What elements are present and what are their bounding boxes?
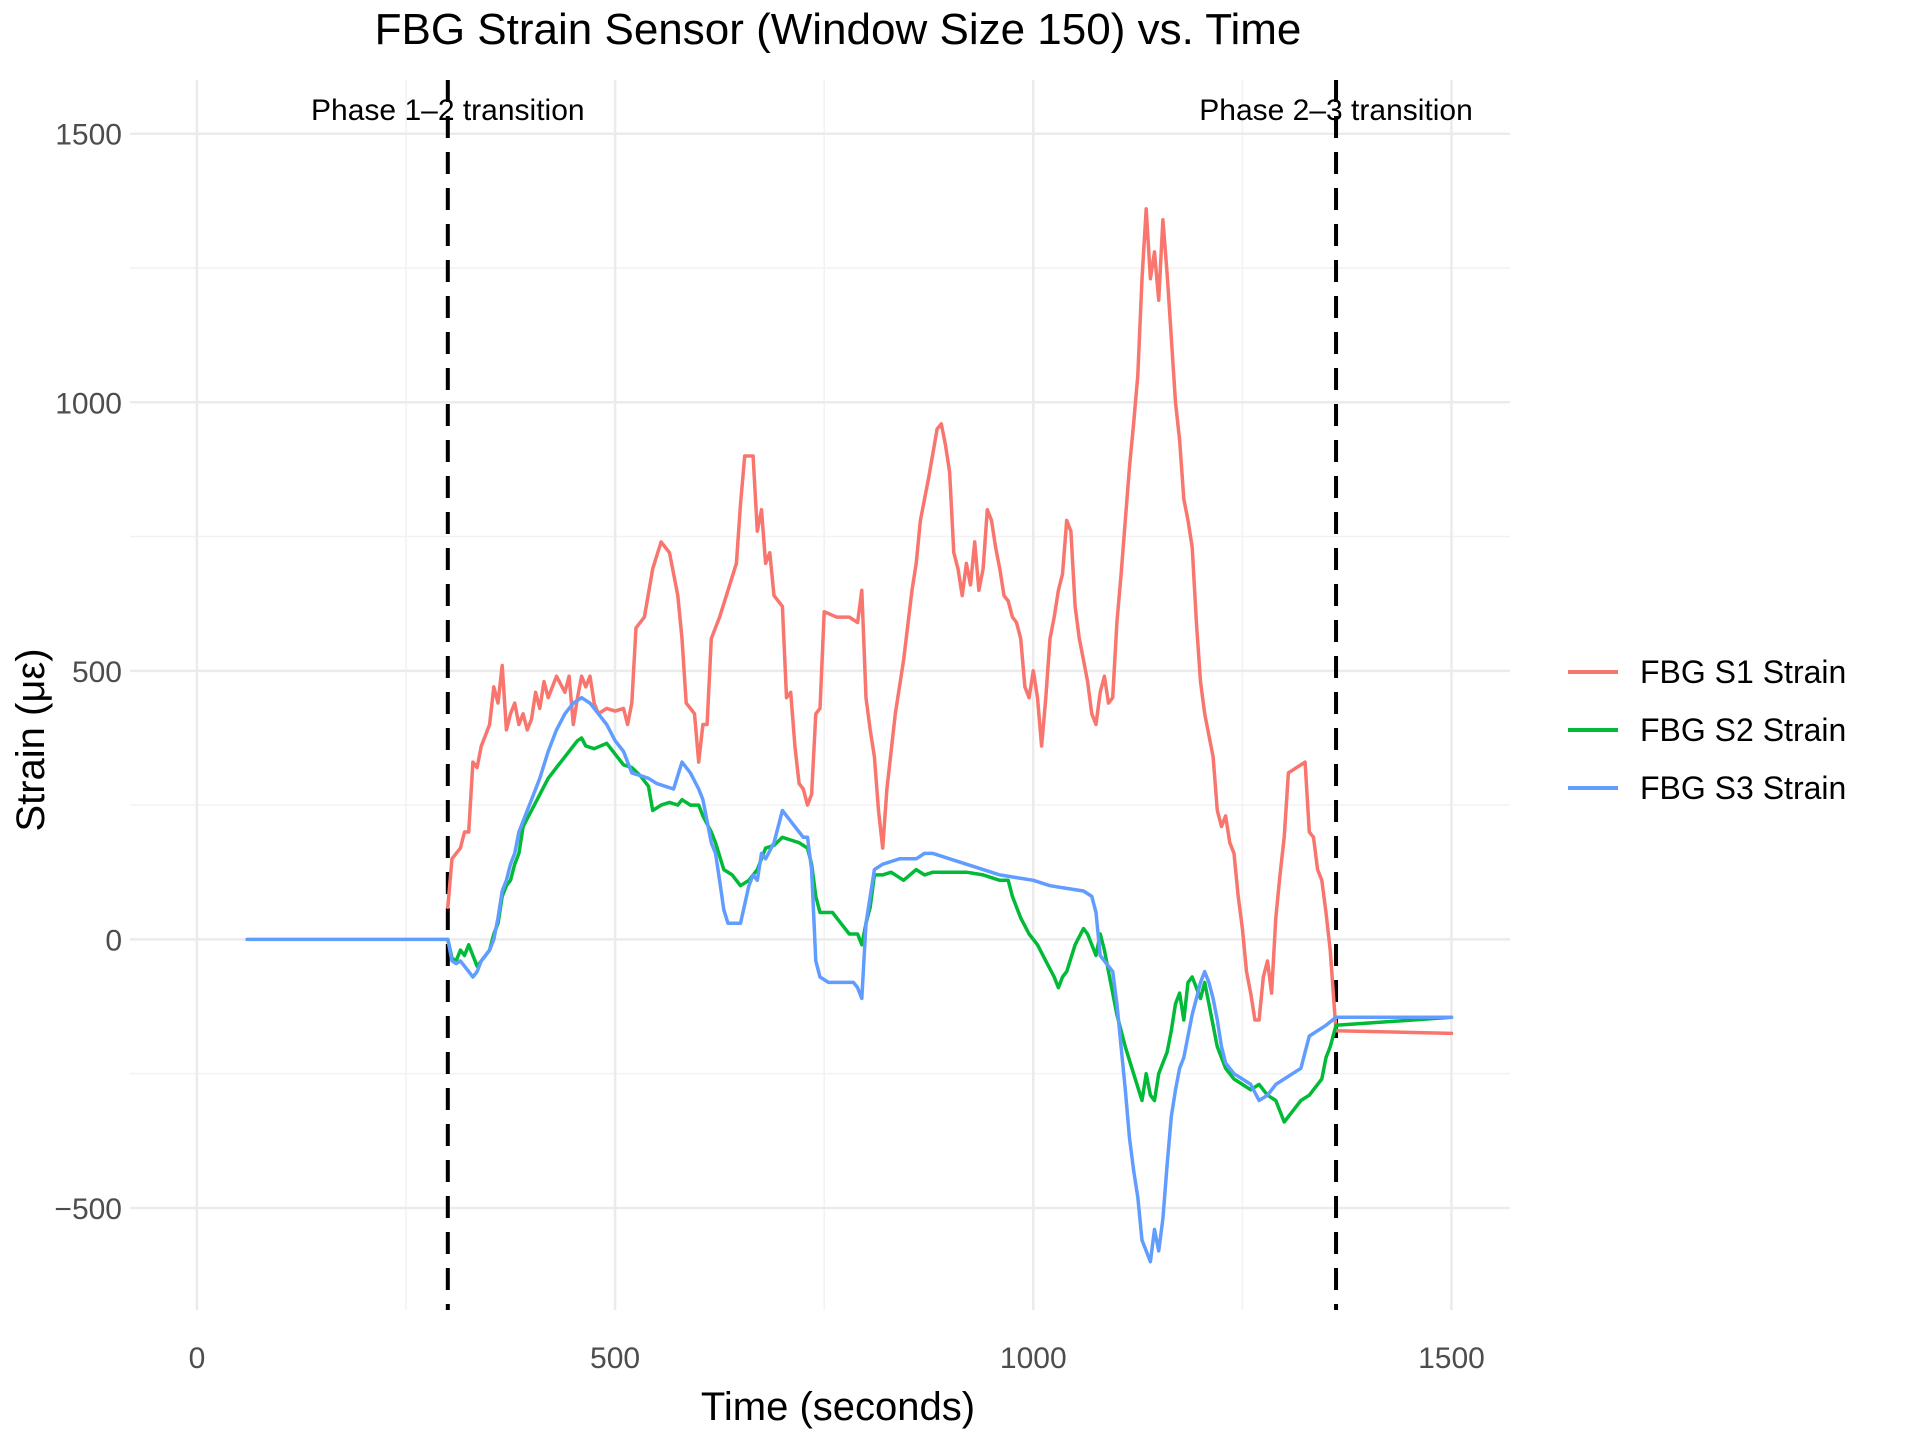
- x-axis-ticks: 0 500 1000 1500: [189, 1342, 1485, 1375]
- x-tick-label: 1500: [1418, 1342, 1485, 1375]
- series-lines: [245, 207, 1454, 1264]
- x-axis-title: Time (seconds): [701, 1385, 975, 1429]
- y-tick-label: 1000: [55, 387, 122, 420]
- y-tick-label: 1500: [55, 119, 122, 152]
- legend-label-1: FBG S1 Strain: [1640, 654, 1846, 690]
- phase-label-2: Phase 2–3 transition: [1199, 94, 1473, 127]
- x-tick-label: 500: [590, 1342, 640, 1375]
- legend-label-3: FBG S3 Strain: [1640, 770, 1846, 806]
- legend: FBG S1 Strain FBG S2 Strain FBG S3 Strain: [1568, 654, 1846, 806]
- y-tick-label: 500: [72, 656, 122, 689]
- y-axis-title: Strain (με): [9, 648, 53, 831]
- y-tick-label: −500: [54, 1193, 122, 1226]
- series-line-1: [446, 207, 1454, 1036]
- x-tick-label: 1000: [1000, 1342, 1067, 1375]
- phase-label-1: Phase 1–2 transition: [311, 94, 585, 127]
- phase-transition-lines: Phase 1–2 transition Phase 2–3 transition: [311, 80, 1473, 1310]
- legend-label-2: FBG S2 Strain: [1640, 712, 1846, 748]
- x-tick-label: 0: [189, 1342, 206, 1375]
- y-axis-ticks: −500 0 500 1000 1500: [54, 119, 122, 1226]
- series-line-3: [245, 695, 1454, 1264]
- y-tick-label: 0: [105, 924, 122, 957]
- chart-title: FBG Strain Sensor (Window Size 150) vs. …: [375, 5, 1302, 54]
